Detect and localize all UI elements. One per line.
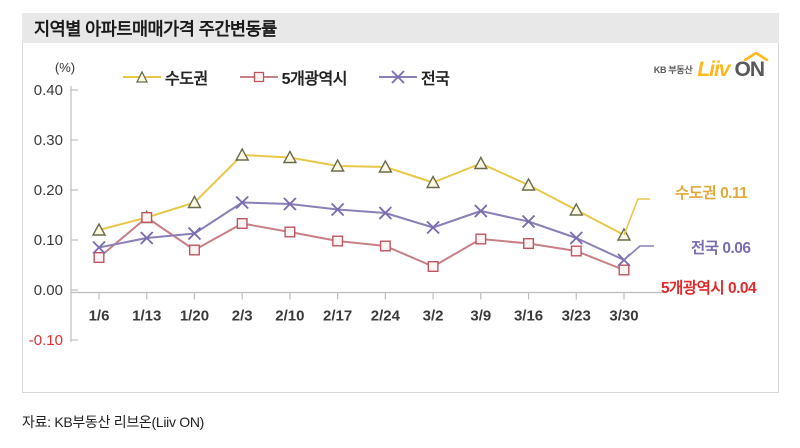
cross-marker-icon <box>378 69 417 85</box>
legend-label-sudogwon: 수도권 <box>165 71 208 88</box>
logo-liiv-text: Liiv <box>697 58 730 81</box>
data-point-marker <box>91 222 107 236</box>
x-tick-label: 3/23 <box>562 308 591 325</box>
series-수도권 <box>91 147 632 241</box>
data-point-marker <box>282 150 298 164</box>
data-point-marker <box>618 264 630 276</box>
x-tick-label: 2/3 <box>232 308 253 325</box>
data-point-marker <box>93 251 105 263</box>
plot-area: (%) 0.40 0.30 0.20 0.10 0.00 -0.10 1/6 1/13 1/20 2… <box>23 43 780 393</box>
data-point-marker <box>425 175 441 189</box>
data-point-marker <box>379 240 391 252</box>
y-tick-label: 0.40 <box>34 82 63 99</box>
x-tick-label: 3/16 <box>514 308 543 325</box>
x-tick-label: 2/17 <box>323 308 352 325</box>
y-tick-label: 0.10 <box>34 232 63 249</box>
data-point-marker <box>235 147 250 161</box>
chart-title-band: 지역별 아파트매매가격 주간변동률 <box>22 13 779 43</box>
data-point-marker <box>332 235 344 247</box>
series-전국 <box>92 195 631 267</box>
series-5개광역시 <box>93 211 630 276</box>
data-point-marker <box>283 197 297 211</box>
annotation-leader-sudogwon <box>623 198 650 236</box>
data-point-marker <box>521 214 536 229</box>
data-point-marker <box>187 195 202 209</box>
data-point-marker <box>569 202 584 216</box>
kb-liiv-on-logo: KB 부동산 Liiv ON <box>653 52 768 81</box>
logo-on-with-roof: ON <box>734 52 768 81</box>
data-point-marker <box>92 240 106 255</box>
x-tick-label: 3/9 <box>470 308 491 325</box>
legend-item-nationwide[interactable]: 전국 <box>378 65 450 89</box>
x-tick-label: 2/10 <box>275 308 304 325</box>
data-point-marker <box>473 156 488 170</box>
legend-label-5metro: 5개광역시 <box>281 71 348 88</box>
y-tick-label: 0.20 <box>34 182 63 199</box>
x-tick-label: 1/20 <box>180 308 209 325</box>
data-point-marker <box>426 220 440 235</box>
data-point-marker <box>284 226 296 238</box>
data-point-marker <box>523 237 535 249</box>
annotation-leader-nationwide <box>623 245 654 261</box>
series-line <box>98 154 625 236</box>
data-point-marker <box>140 231 154 245</box>
logo-kb-text: KB 부동산 <box>653 65 693 75</box>
x-tick-label: 1/6 <box>89 308 110 325</box>
data-point-marker <box>378 206 393 220</box>
chart-card: 수도권 5개광역시 전 <box>22 43 779 393</box>
house-roof-icon <box>743 52 768 61</box>
source-note: 자료: KB부동산 리브온(Liiv ON) <box>22 414 205 430</box>
annotation-nationwide: 전국 0.06 <box>691 239 751 257</box>
data-point-marker <box>570 245 582 257</box>
line-chart-svg: (%) 0.40 0.30 0.20 0.10 0.00 -0.10 1/6 1/13 1/20 2… <box>29 60 758 349</box>
x-tick-label: 2/24 <box>371 308 401 325</box>
data-point-marker <box>330 202 345 217</box>
data-point-marker <box>475 233 487 245</box>
triangle-marker-icon <box>123 69 161 85</box>
data-point-marker <box>378 159 393 173</box>
x-tick-label: 3/30 <box>609 308 638 325</box>
chart-legend: 수도권 5개광역시 전 <box>123 65 450 89</box>
data-point-marker <box>141 211 153 223</box>
data-point-marker <box>474 204 488 218</box>
data-point-marker <box>569 231 583 245</box>
square-marker-icon <box>239 69 278 85</box>
y-tick-label: 0.00 <box>34 282 63 299</box>
data-point-marker <box>188 244 200 256</box>
x-tick-label: 3/2 <box>423 308 444 325</box>
annotation-sudogwon: 수도권 0.11 <box>675 183 748 202</box>
data-point-marker <box>521 177 536 191</box>
logo-on-text: ON <box>734 58 765 81</box>
y-tick-label: 0.30 <box>34 132 63 149</box>
legend-label-nationwide: 전국 <box>420 71 450 88</box>
page-title: 지역별 아파트매매가격 주간변동률 <box>34 18 277 39</box>
data-point-marker <box>235 195 249 210</box>
data-point-marker <box>330 158 345 172</box>
x-tick-label: 1/13 <box>132 308 161 325</box>
legend-item-sudogwon[interactable]: 수도권 <box>123 65 208 89</box>
legend-item-5metro[interactable]: 5개광역시 <box>239 65 348 89</box>
series-line <box>98 201 625 261</box>
data-point-marker <box>236 217 248 229</box>
annotation-5metro: 5개광역시 0.04 <box>661 278 757 297</box>
y-tick-label: -0.10 <box>29 332 63 349</box>
data-point-marker <box>187 226 202 241</box>
data-point-marker <box>427 260 439 272</box>
series-line <box>98 216 625 271</box>
y-axis-unit-label: (%) <box>55 60 75 75</box>
